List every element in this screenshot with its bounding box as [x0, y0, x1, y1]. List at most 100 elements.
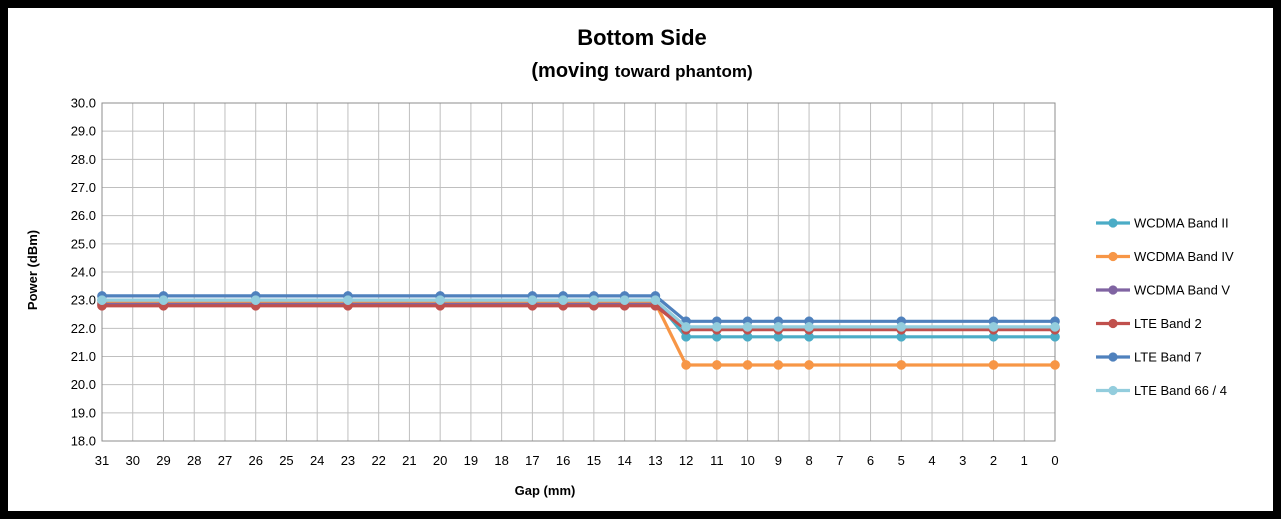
legend-label: WCDMA Band V	[1134, 283, 1230, 298]
data-point	[250, 295, 261, 306]
legend-label: LTE Band 7	[1134, 350, 1202, 365]
legend-label: LTE Band 2	[1134, 316, 1202, 331]
series-lte-band-2	[97, 300, 1060, 335]
x-tick-label: 4	[928, 453, 935, 468]
chart-panel: Bottom Side (moving toward phantom) 18.0…	[8, 8, 1273, 511]
data-point	[1050, 322, 1060, 332]
data-point	[681, 322, 691, 332]
y-tick-label: 25.0	[71, 236, 96, 251]
x-tick-label: 23	[341, 453, 355, 468]
legend-swatch-marker	[1108, 352, 1118, 362]
data-point	[97, 295, 107, 306]
data-point	[711, 360, 722, 370]
data-point	[742, 322, 753, 332]
y-tick-label: 20.0	[71, 377, 96, 392]
x-axis-title: Gap (mm)	[515, 483, 576, 498]
y-tick-label: 21.0	[71, 349, 96, 364]
x-tick-label: 22	[371, 453, 385, 468]
axes: 18.0 19.0 20.0 21.0 22.0 23.0 24.0 25.0 26.0 27.0…	[71, 96, 1059, 469]
data-point	[742, 360, 753, 370]
x-tick-label: 26	[248, 453, 262, 468]
data-point	[896, 322, 907, 332]
series-lte-band-7	[97, 291, 1060, 327]
data-point	[343, 295, 353, 306]
y-tick-label: 29.0	[71, 124, 96, 139]
x-tick-label: 18	[494, 453, 508, 468]
y-tick-label: 23.0	[71, 293, 96, 308]
grid	[101, 102, 1056, 442]
x-tick-label: 28	[187, 453, 201, 468]
legend-label: LTE Band 66 / 4	[1134, 383, 1227, 398]
legend-entry: LTE Band 7	[1096, 350, 1202, 365]
series-line	[102, 301, 1055, 367]
x-tick-label: 20	[433, 453, 447, 468]
chart-subtitle-part-2: toward	[615, 62, 671, 81]
series-lte-band-66-4	[97, 295, 1060, 332]
chart-subtitle: (moving toward phantom)	[531, 60, 752, 82]
y-tick-label: 30.0	[71, 96, 96, 111]
series-line	[102, 294, 1055, 323]
x-tick-label: 8	[805, 453, 812, 468]
x-tick-label: 15	[587, 453, 601, 468]
data-point	[158, 295, 169, 306]
legend-entry: LTE Band 66 / 4	[1096, 383, 1227, 398]
chart-title: Bottom Side	[577, 25, 707, 50]
legend-swatch-marker	[1108, 251, 1118, 262]
x-tick-label: 5	[898, 453, 905, 468]
x-tick-label: 30	[126, 453, 140, 468]
y-tick-label: 27.0	[71, 180, 96, 195]
x-tick-label: 31	[95, 453, 109, 468]
series-line	[102, 302, 1055, 330]
series-lines	[97, 291, 1060, 370]
legend-swatch-marker	[1108, 218, 1118, 228]
data-point	[435, 295, 446, 306]
data-point	[773, 322, 784, 332]
data-point	[988, 322, 999, 332]
data-point	[988, 360, 999, 370]
x-tick-label: 13	[648, 453, 662, 468]
x-tick-label: 0	[1051, 453, 1058, 468]
x-tick-label: 6	[867, 453, 874, 468]
data-point	[589, 295, 599, 306]
legend-label: WCDMA Band IV	[1134, 249, 1234, 264]
data-point	[711, 322, 722, 332]
legend-swatch-marker	[1108, 318, 1118, 329]
y-tick-label: 24.0	[71, 265, 96, 280]
data-point	[804, 322, 814, 332]
legend-entry: LTE Band 2	[1096, 316, 1202, 331]
y-tick-label: 19.0	[71, 405, 96, 420]
legend: WCDMA Band II WCDMA Band IV WCDMA Band V LT…	[1096, 216, 1234, 398]
x-tick-label: 12	[679, 453, 693, 468]
legend-entry: WCDMA Band IV	[1096, 249, 1234, 264]
x-tick-label: 16	[556, 453, 570, 468]
y-axis-title: Power (dBm)	[25, 230, 40, 310]
chart-subtitle-part-1: (moving	[531, 60, 614, 82]
data-point	[773, 360, 784, 370]
data-point	[896, 360, 907, 370]
y-tick-label: 26.0	[71, 208, 96, 223]
x-tick-label: 14	[617, 453, 631, 468]
x-tick-label: 11	[710, 453, 724, 468]
data-point	[558, 295, 568, 306]
x-tick-label: 10	[740, 453, 754, 468]
data-point	[650, 295, 661, 306]
legend-entry: WCDMA Band V	[1096, 283, 1230, 298]
x-tick-label: 19	[464, 453, 478, 468]
x-tick-label: 3	[959, 453, 966, 468]
legend-label: WCDMA Band II	[1134, 216, 1229, 231]
y-tick-label: 28.0	[71, 152, 96, 167]
x-tick-label: 24	[310, 453, 324, 468]
chart-subtitle-part-3: phantom)	[670, 62, 752, 81]
legend-swatch-marker	[1108, 285, 1118, 295]
x-tick-label: 21	[402, 453, 416, 468]
legend-entry: WCDMA Band II	[1096, 216, 1229, 231]
data-point	[681, 360, 691, 370]
x-tick-label: 17	[525, 453, 539, 468]
series-wcdma-band-iv	[97, 298, 1060, 370]
y-tick-label: 18.0	[71, 434, 96, 449]
x-tick-label: 2	[990, 453, 997, 468]
data-point	[527, 295, 538, 306]
x-tick-label: 29	[156, 453, 170, 468]
x-tick-label: 27	[218, 453, 232, 468]
x-tick-label: 7	[836, 453, 843, 468]
